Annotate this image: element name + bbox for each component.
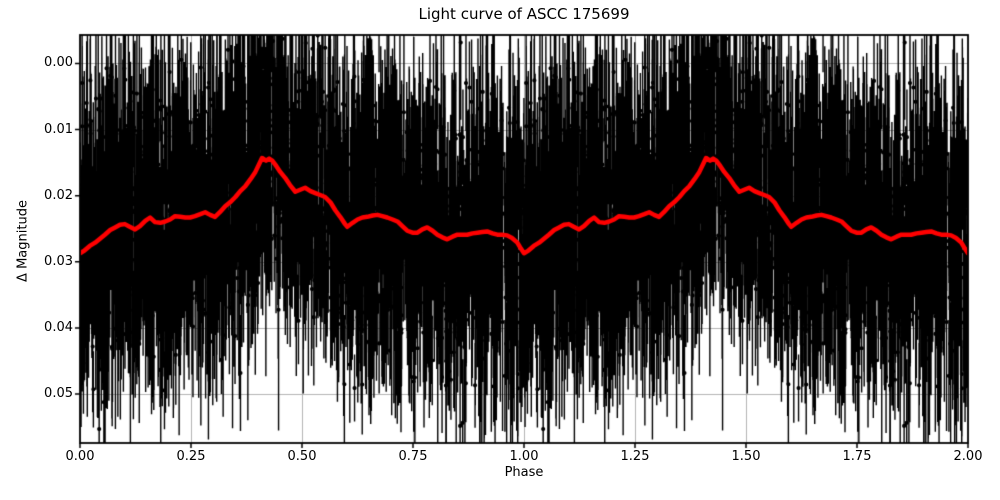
y-tick-label: 0.02 — [44, 187, 73, 203]
x-tick-label: 0.00 — [65, 449, 95, 464]
y-tick-label: 0.03 — [44, 253, 73, 269]
y-tick-label: 0.01 — [44, 121, 73, 137]
y-axis-label: Δ Magnitude — [15, 200, 31, 282]
x-tick-label: 1.00 — [509, 449, 539, 464]
chart-title: Light curve of ASCC 175699 — [418, 5, 630, 23]
x-tick-label: 0.50 — [287, 449, 317, 464]
x-tick-label: 1.50 — [731, 449, 761, 464]
x-axis-label: Phase — [504, 465, 544, 480]
y-tick-label: 0.00 — [44, 55, 73, 71]
x-tick-label: 0.75 — [398, 449, 428, 464]
y-tick-label: 0.04 — [44, 319, 73, 335]
y-tick-label: 0.05 — [44, 386, 73, 402]
x-tick-label: 1.75 — [842, 449, 872, 464]
x-tick-label: 2.00 — [953, 449, 983, 464]
x-tick-label: 1.25 — [620, 449, 650, 464]
x-tick-label: 0.25 — [176, 449, 206, 464]
